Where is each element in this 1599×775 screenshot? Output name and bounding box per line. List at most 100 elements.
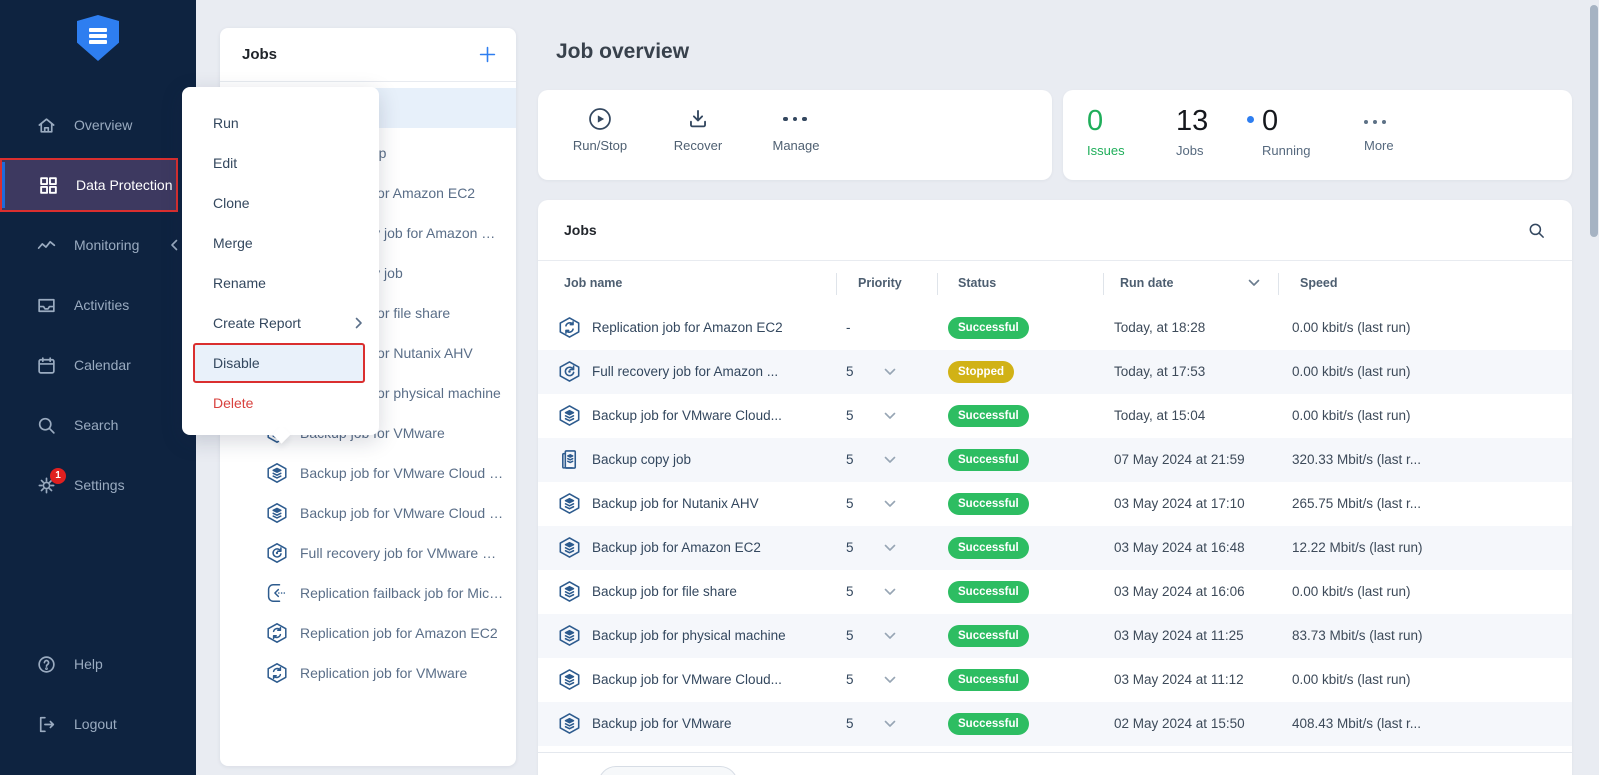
jobs-table-title: Jobs: [564, 222, 597, 238]
table-column-headers: Job name Priority Status Run date Speed: [538, 260, 1572, 306]
column-header-status[interactable]: Status: [958, 276, 997, 290]
chevron-left-icon[interactable]: [170, 239, 178, 251]
table-footer: [538, 752, 1572, 775]
sidebar-item-settings[interactable]: 1 Settings: [0, 455, 196, 515]
priority-dropdown-icon[interactable]: [884, 544, 896, 552]
failback-job-icon: [266, 582, 288, 604]
column-header-run-date[interactable]: Run date: [1120, 276, 1174, 290]
play-circle-icon: [587, 106, 613, 132]
speed-value: 265.75 Mbit/s (last r...: [1292, 496, 1422, 511]
logout-icon: [36, 714, 57, 735]
ellipsis-icon: [783, 106, 809, 132]
sidebar-item-overview[interactable]: Overview: [0, 95, 196, 155]
add-job-button[interactable]: [479, 46, 496, 63]
table-row[interactable]: Backup job for physical machine 5 Succes…: [538, 614, 1572, 658]
speed-value: 320.33 Mbit/s (last r...: [1292, 452, 1422, 467]
menu-item-merge[interactable]: Merge: [213, 235, 253, 251]
backup-job-icon: [266, 462, 288, 484]
jobs-count: 13: [1176, 105, 1209, 137]
job-list-item[interactable]: Replication failback job for Microsof...: [220, 573, 516, 613]
running-dot-icon: [1247, 116, 1254, 123]
menu-item-clone[interactable]: Clone: [213, 195, 250, 211]
table-row[interactable]: Backup job for Nutanix AHV 5 Successful …: [538, 482, 1572, 526]
speed-value: 0.00 kbit/s (last run): [1292, 408, 1411, 423]
job-list-item[interactable]: Replication job for VMware: [220, 653, 516, 693]
priority-dropdown-icon[interactable]: [884, 456, 896, 464]
column-header-speed[interactable]: Speed: [1300, 276, 1338, 290]
sidebar-item-label: Data Protection: [76, 177, 173, 193]
menu-item-rename[interactable]: Rename: [213, 275, 266, 291]
priority-dropdown-icon[interactable]: [884, 632, 896, 640]
recover-button[interactable]: Recover: [650, 106, 746, 153]
priority-dropdown-icon[interactable]: [884, 588, 896, 596]
speed-value: 0.00 kbit/s (last run): [1292, 364, 1411, 379]
sidebar-item-monitoring[interactable]: Monitoring: [0, 215, 196, 275]
sidebar-item-label: Logout: [74, 716, 117, 732]
job-name: Backup copy job: [592, 452, 692, 467]
sidebar-item-search[interactable]: Search: [0, 395, 196, 455]
jobs-table-card: Jobs Job name Priority Status Run date S…: [538, 200, 1572, 775]
speed-value: 408.43 Mbit/s (last r...: [1292, 716, 1422, 731]
priority-value: 5: [846, 364, 854, 379]
column-header-job-name[interactable]: Job name: [564, 276, 623, 290]
gear-icon: 1: [36, 467, 66, 496]
sidebar-item-label: Overview: [74, 117, 133, 133]
recovery-job-icon: [558, 360, 581, 383]
menu-item-disable[interactable]: Disable: [193, 343, 365, 383]
table-row[interactable]: Replication job for Amazon EC2 - Success…: [538, 306, 1572, 350]
table-body: Replication job for Amazon EC2 - Success…: [538, 306, 1572, 746]
table-row[interactable]: Backup job for Amazon EC2 5 Successful 0…: [538, 526, 1572, 570]
job-list-item[interactable]: Backup job for VMware Cloud Dire...: [220, 453, 516, 493]
job-name: Full recovery job for Amazon ...: [592, 364, 779, 379]
sidebar-item-activities[interactable]: Activities: [0, 275, 196, 335]
manage-button[interactable]: Manage: [748, 106, 844, 153]
priority-dropdown-icon[interactable]: [884, 676, 896, 684]
notification-badge: 1: [50, 467, 66, 484]
priority-dropdown-icon[interactable]: [884, 412, 896, 420]
column-header-priority[interactable]: Priority: [858, 276, 902, 290]
status-badge: Successful: [948, 625, 1029, 647]
sidebar-item-data-protection[interactable]: Data Protection: [0, 158, 178, 212]
sidebar-item-calendar[interactable]: Calendar: [0, 335, 196, 395]
priority-dropdown-icon[interactable]: [884, 500, 896, 508]
speed-value: 0.00 kbit/s (last run): [1292, 672, 1411, 687]
backup-job-icon: [558, 404, 581, 427]
sidebar-item-logout[interactable]: Logout: [0, 694, 196, 754]
job-list-item[interactable]: Backup job for VMware Cloud Dire...: [220, 493, 516, 533]
job-name: Backup job for VMware: [592, 716, 732, 731]
backup-job-icon: [558, 668, 581, 691]
table-row[interactable]: Backup job for file share 5 Successful 0…: [538, 570, 1572, 614]
menu-item-edit[interactable]: Edit: [213, 155, 238, 171]
menu-item-run[interactable]: Run: [213, 115, 239, 131]
backup-job-icon: [266, 502, 288, 524]
stat-jobs: 13 Jobs: [1176, 105, 1209, 158]
status-badge: Successful: [948, 669, 1029, 691]
sidebar-item-help[interactable]: Help: [0, 634, 196, 694]
table-search-icon[interactable]: [1527, 221, 1546, 240]
vertical-scrollbar-thumb[interactable]: [1590, 5, 1598, 237]
status-badge: Successful: [948, 317, 1029, 339]
stat-running: 0 Running: [1247, 105, 1310, 158]
menu-item-delete[interactable]: Delete: [213, 395, 254, 411]
load-more-button[interactable]: [598, 766, 738, 775]
app-logo-shield-icon[interactable]: [77, 15, 119, 61]
priority-dropdown-icon[interactable]: [884, 720, 896, 728]
job-list-item[interactable]: Replication job for Amazon EC2: [220, 613, 516, 653]
menu-item-create-report[interactable]: Create Report: [182, 303, 379, 343]
table-row[interactable]: Backup copy job 5 Successful 07 May 2024…: [538, 438, 1572, 482]
home-icon: [36, 115, 57, 136]
help-icon: [36, 654, 57, 675]
table-row[interactable]: Backup job for VMware Cloud... 5 Success…: [538, 394, 1572, 438]
table-row[interactable]: Backup job for VMware Cloud... 5 Success…: [538, 658, 1572, 702]
priority-dropdown-icon[interactable]: [884, 368, 896, 376]
status-badge: Stopped: [948, 361, 1014, 383]
table-row[interactable]: Full recovery job for Amazon ... 5 Stopp…: [538, 350, 1572, 394]
status-badge: Successful: [948, 537, 1029, 559]
pulse-icon: [36, 235, 57, 256]
job-list-item[interactable]: Full recovery job for VMware Cloud...: [220, 533, 516, 573]
more-stats-button[interactable]: More: [1364, 105, 1394, 153]
run-stop-button[interactable]: Run/Stop: [552, 106, 648, 153]
table-row[interactable]: Backup job for VMware 5 Successful 02 Ma…: [538, 702, 1572, 746]
sort-descending-icon[interactable]: [1248, 279, 1260, 287]
